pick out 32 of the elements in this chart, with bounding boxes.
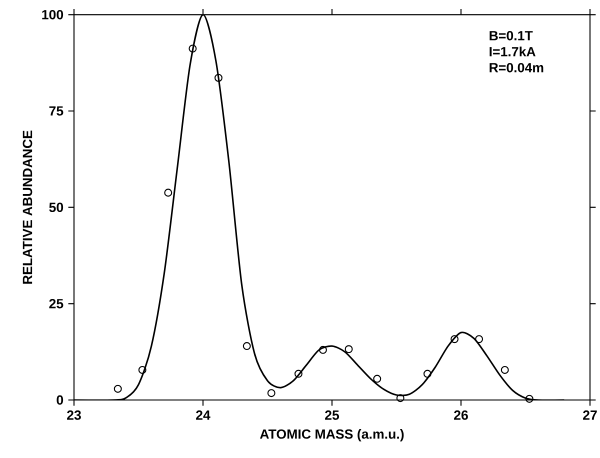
- x-tick-label: 23: [67, 410, 81, 420]
- point: [344, 345, 353, 354]
- annotation: I=1.7kA: [490, 46, 536, 56]
- point: [423, 370, 432, 378]
- point: [214, 74, 222, 82]
- point: [475, 335, 484, 344]
- point: [267, 389, 276, 398]
- y-tick-label: 25: [49, 298, 64, 308]
- point: [242, 342, 251, 350]
- y-tick-label: 100: [42, 10, 64, 20]
- point: [318, 346, 327, 354]
- point: [114, 384, 122, 393]
- point: [396, 394, 404, 402]
- point: [525, 394, 534, 403]
- x-tick-label: 25: [325, 410, 340, 420]
- point: [164, 188, 172, 197]
- annotation: R=0.04m: [490, 62, 544, 72]
- point: [373, 374, 382, 383]
- point: [294, 370, 302, 378]
- y-tick-label: 50: [49, 202, 64, 212]
- point: [138, 366, 146, 374]
- annotation: B=0.1T: [490, 30, 533, 40]
- point: [500, 366, 509, 374]
- x-tick-label: 27: [583, 410, 597, 420]
- x-tick-label: 24: [196, 410, 210, 420]
- x-axis-title: ATOMIC MASS (a.m.u.): [260, 429, 404, 442]
- y-axis-title: RELATIVE ABUNDANCE: [22, 130, 32, 284]
- point: [188, 44, 197, 53]
- point: [450, 335, 459, 344]
- y-tick-label: 0: [56, 395, 64, 405]
- x-tick-label: 26: [454, 410, 468, 420]
- y-tick-label: 75: [49, 106, 64, 116]
